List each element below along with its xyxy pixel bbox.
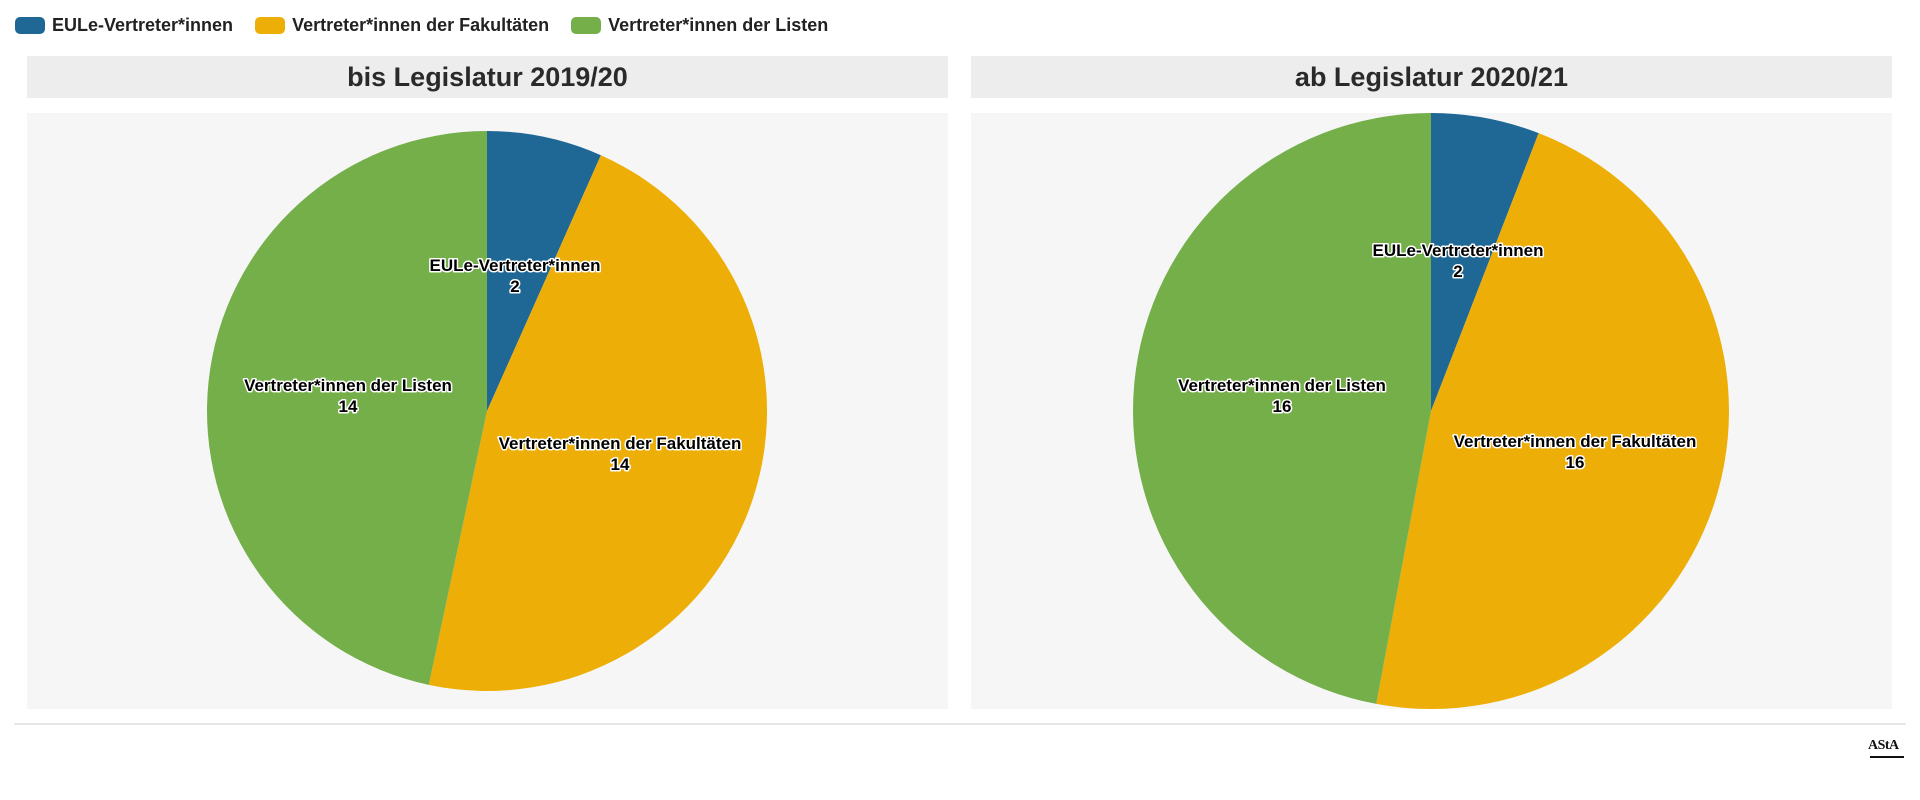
legend-swatch (255, 16, 286, 34)
legend: EULe-Vertreter*innen Vertreter*innen der… (15, 13, 828, 37)
slice-label-vertreter-innen-der-listen: Vertreter*innen der Listen (1178, 376, 1386, 395)
pie-slice-eule-vertreter-innen[interactable] (487, 131, 601, 411)
legend-swatch (15, 16, 45, 34)
pie-slice-eule-vertreter-innen[interactable] (1431, 113, 1539, 411)
chart-panel-2019: bis Legislatur 2019/20 EULe-Vertreter*in… (27, 56, 948, 709)
asta-logo: AStA (1868, 738, 1908, 760)
plot-area: EULe-Vertreter*innen 2 Vertreter*innen der… (971, 113, 1892, 709)
legend-swatch (571, 16, 602, 34)
slice-value-eule-vertreter-innen: 2 (510, 277, 519, 296)
legend-label: Vertreter*innen der Fakultäten (292, 14, 550, 35)
slice-value-vertreter-innen-der-fakult-ten: 14 (611, 455, 630, 474)
legend-item-listen[interactable]: Vertreter*innen der Listen (571, 15, 828, 36)
slice-value-vertreter-innen-der-listen: 16 (1273, 397, 1292, 416)
legend-item-fakultaeten[interactable]: Vertreter*innen der Fakultäten (255, 15, 549, 36)
pie-slice-vertreter-innen-der-listen[interactable] (1132, 113, 1431, 704)
legend-item-eule[interactable]: EULe-Vertreter*innen (15, 15, 233, 36)
slice-value-vertreter-innen-der-listen: 14 (339, 397, 358, 416)
plot-area: EULe-Vertreter*innen 2 Vertreter*innen der… (27, 113, 948, 709)
logo-underline (1870, 756, 1904, 758)
slice-label-vertreter-innen-der-fakult-ten: Vertreter*innen der Fakultäten (499, 434, 742, 453)
pie-slice-vertreter-innen-der-listen[interactable] (206, 131, 487, 685)
footer-divider (14, 723, 1906, 725)
slice-label-eule-vertreter-innen: EULe-Vertreter*innen (1373, 241, 1544, 260)
legend-label: Vertreter*innen der Listen (608, 14, 829, 35)
slice-label-vertreter-innen-der-listen: Vertreter*innen der Listen (244, 376, 452, 395)
chart-title: bis Legislatur 2019/20 (27, 56, 948, 98)
pie-chart-2019: EULe-Vertreter*innen 2 Vertreter*innen der… (206, 131, 768, 692)
legend-label: EULe-Vertreter*innen (52, 14, 234, 35)
slice-label-eule-vertreter-innen: EULe-Vertreter*innen (430, 256, 601, 275)
pie-slice-vertreter-innen-der-fakult-ten[interactable] (1376, 133, 1729, 709)
slice-value-eule-vertreter-innen: 2 (1453, 262, 1462, 281)
slice-value-vertreter-innen-der-fakult-ten: 16 (1566, 453, 1585, 472)
pie-chart-2020: EULe-Vertreter*innen 2 Vertreter*innen der… (1132, 113, 1729, 709)
pie-slice-vertreter-innen-der-fakult-ten[interactable] (428, 155, 768, 692)
chart-title: ab Legislatur 2020/21 (971, 56, 1892, 98)
chart-panel-2020: ab Legislatur 2020/21 EULe-Vertreter*inn… (971, 56, 1892, 709)
slice-label-vertreter-innen-der-fakult-ten: Vertreter*innen der Fakultäten (1454, 432, 1697, 451)
logo-text: AStA (1868, 738, 1899, 753)
